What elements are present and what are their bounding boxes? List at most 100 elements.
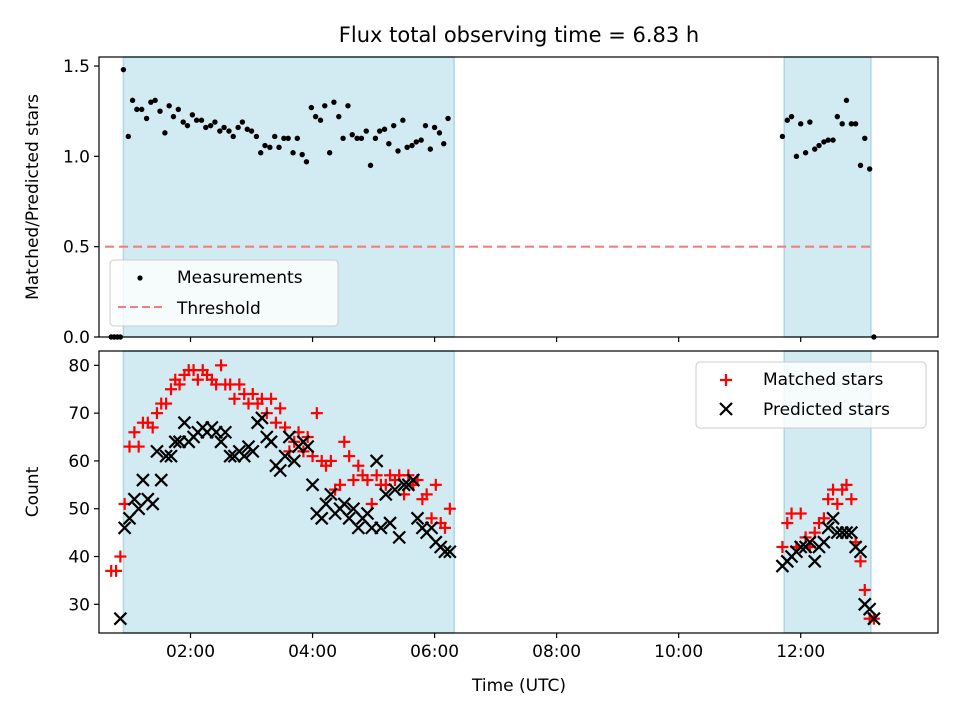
x-tick-label: 12:00: [776, 642, 825, 662]
predicted-star-point: [214, 435, 228, 449]
measurement-point: [217, 128, 223, 134]
matched-star-point: [429, 478, 442, 491]
matched-star-point: [794, 507, 807, 520]
bottom-panel: 30 40 50 60 70 80 02:00 04:00 06:00 08:00 10:00 12…: [23, 350, 939, 696]
matched-star-point: [776, 540, 789, 553]
measurement-point: [253, 133, 260, 140]
matched-star-point: [246, 388, 259, 401]
predicted-star-point: [839, 525, 854, 540]
x-axis-label: Time (UTC): [471, 676, 566, 696]
matched-star-point: [160, 397, 173, 410]
predicted-star-point: [314, 511, 329, 526]
measurement-point: [363, 128, 369, 134]
predicted-star-point: [853, 544, 868, 559]
observing-window-band: [783, 56, 872, 338]
measurement-point: [276, 144, 282, 151]
matched-star-point: [361, 474, 374, 487]
predicted-star-point: [150, 444, 164, 459]
matched-star-point: [343, 450, 356, 463]
measurement-point: [404, 144, 410, 151]
legend: Matched stars Predicted stars: [695, 361, 927, 429]
predicted-star-point: [164, 449, 178, 463]
matched-star-point: [347, 474, 360, 487]
measurement-point: [139, 106, 145, 113]
measurement-point: [386, 141, 392, 147]
measurement-point: [834, 113, 841, 120]
predicted-star-point: [826, 511, 840, 526]
matched-star-point: [110, 564, 123, 577]
measurement-point: [148, 99, 154, 105]
measurement-point: [221, 124, 227, 131]
predicted-star-point: [154, 473, 169, 487]
predicted-star-point: [443, 544, 457, 559]
measurement-point: [317, 117, 324, 123]
measurement-point: [239, 119, 246, 125]
measurement-point: [857, 162, 864, 169]
measurement-point: [345, 103, 351, 109]
matched-star-point: [233, 378, 246, 391]
predicted-star-point: [287, 454, 302, 468]
predicted-star-point: [305, 478, 320, 492]
observing-window-band: [122, 350, 455, 634]
y-tick-label: 0.5: [63, 238, 90, 258]
predicted-star-markers: [113, 411, 881, 626]
measurement-point: [391, 122, 397, 129]
predicted-star-point: [237, 449, 252, 463]
measurement-point: [308, 104, 315, 111]
measurement-point: [207, 122, 214, 129]
measurement-point: [166, 103, 172, 109]
predicted-star-point: [278, 449, 292, 463]
measurement-point: [125, 133, 131, 140]
measurement-point: [409, 142, 415, 149]
y-tick-label: 40: [68, 548, 90, 568]
measurement-point: [326, 150, 333, 156]
measurement-point: [422, 122, 429, 129]
legend-predicted-label: Predicted stars: [763, 400, 890, 420]
measurement-point: [281, 135, 287, 141]
measurement-point: [152, 97, 158, 104]
predicted-star-point: [392, 530, 406, 545]
measurement-point: [235, 124, 241, 131]
measurement-point: [445, 115, 451, 122]
measurement-point: [198, 117, 205, 123]
measurement-point: [372, 135, 379, 141]
measurement-point: [367, 162, 374, 169]
predicted-star-point: [374, 521, 388, 535]
y-tick-label: 0.0: [63, 328, 90, 348]
matched-star-point: [822, 493, 835, 506]
y-tick-label: 80: [68, 356, 90, 376]
measurement-point: [299, 151, 305, 158]
legend-measurements-label: Measurements: [177, 268, 303, 288]
y-tick-label: 70: [68, 404, 90, 424]
measurement-point: [821, 139, 827, 145]
matched-star-point: [274, 402, 287, 415]
measurement-point: [852, 121, 859, 127]
predicted-star-point: [807, 554, 822, 569]
measurement-point: [839, 121, 845, 127]
plot-frame: [98, 56, 939, 338]
matched-star-point: [165, 383, 178, 396]
y-axis-ticks: 30 40 50 60 70 80: [68, 356, 99, 615]
measurement-point: [381, 126, 388, 132]
predicted-star-point: [255, 411, 269, 425]
measurement-point: [180, 119, 186, 125]
legend: Measurements Threshold: [109, 259, 339, 327]
predicted-star-point: [117, 521, 132, 535]
matched-star-point: [173, 378, 186, 391]
matched-star-point: [265, 392, 278, 405]
measurement-point: [312, 113, 319, 120]
measurement-point: [812, 146, 818, 152]
predicted-star-point: [127, 492, 142, 506]
predicted-star-point: [337, 497, 352, 511]
y-axis-label: Count: [23, 466, 43, 517]
measurement-point: [143, 115, 150, 122]
measurement-point: [303, 159, 310, 165]
measurement-point: [134, 106, 140, 113]
predicted-star-point: [159, 449, 173, 463]
measurement-point: [120, 66, 127, 73]
matched-star-point: [269, 416, 282, 429]
matched-star-point: [352, 459, 365, 472]
measurement-point: [843, 97, 850, 104]
measurement-points: [108, 66, 877, 340]
